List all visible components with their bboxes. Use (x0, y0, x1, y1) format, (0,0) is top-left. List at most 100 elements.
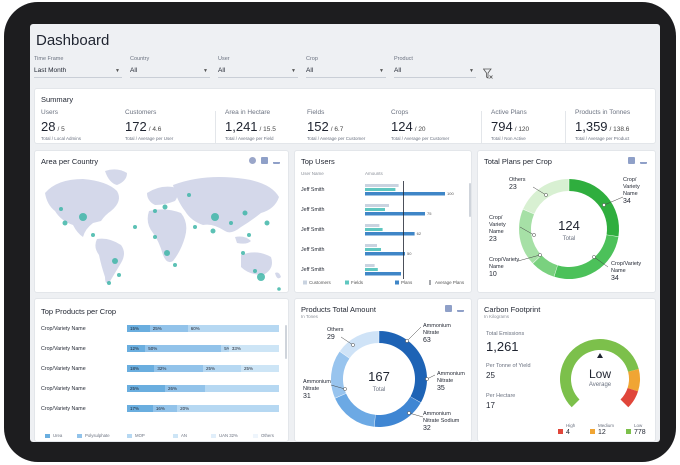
fields-bar[interactable] (365, 188, 396, 191)
fields-bar[interactable] (365, 228, 383, 231)
map-dot[interactable] (79, 213, 87, 221)
filter-user[interactable]: User All ▼ (218, 56, 298, 78)
map-dot[interactable] (164, 250, 170, 256)
map-view-icon[interactable] (249, 157, 256, 164)
filter-country[interactable]: Country All ▼ (130, 56, 210, 78)
map-dot[interactable] (247, 233, 251, 237)
plans-bar[interactable] (365, 212, 425, 216)
map-dot[interactable] (62, 220, 68, 226)
product-bar-segment[interactable]: 17% (127, 405, 153, 412)
plans-slice[interactable] (519, 209, 542, 264)
plans-bar[interactable] (365, 252, 405, 256)
country-select[interactable]: All ▼ (130, 64, 210, 78)
map-dot[interactable] (162, 204, 168, 210)
map-dot[interactable] (117, 273, 121, 277)
map-dot[interactable] (241, 251, 245, 255)
products-center-label: Total (373, 387, 386, 393)
map-dot[interactable] (153, 209, 157, 213)
plans-slice[interactable] (532, 255, 558, 277)
product-bar-segment[interactable]: 50% (145, 345, 222, 352)
gauge-high-arc (620, 387, 639, 408)
product-select[interactable]: All ▼ (394, 64, 476, 78)
annotation-value: 29 (327, 334, 335, 341)
product-bar-segment[interactable]: 15% (127, 325, 150, 332)
product-bar-segment[interactable]: 18% (127, 365, 155, 372)
map-dot[interactable] (107, 281, 111, 285)
table-view-icon[interactable] (261, 157, 268, 164)
crop-select[interactable]: All ▼ (306, 64, 386, 78)
product-bar-segment[interactable]: 16% (152, 405, 178, 412)
product-bar-segment[interactable]: 60% (187, 325, 279, 332)
plans-bar[interactable] (365, 272, 401, 276)
map-dot[interactable] (210, 228, 216, 234)
top-users-title: Top Users (301, 157, 335, 166)
map-dot[interactable] (59, 207, 63, 211)
products-slice[interactable] (379, 331, 427, 403)
product-bar-segment[interactable]: 25% (241, 365, 279, 372)
products-slice[interactable] (335, 393, 376, 427)
customers-bar[interactable] (365, 184, 399, 187)
user-select[interactable]: All ▼ (218, 64, 298, 78)
total-emissions-value: 1,261 (486, 339, 519, 354)
product-bar-segment[interactable]: 20% (177, 405, 279, 412)
map-dot[interactable] (264, 220, 270, 226)
summary-number: 1,359 (575, 119, 608, 134)
annotation-value: 35 (437, 385, 445, 392)
summary-suffix: / 5 (57, 126, 65, 133)
bar-chart-icon[interactable] (457, 305, 464, 312)
map-dot[interactable] (153, 235, 157, 239)
products-slice[interactable] (339, 331, 379, 359)
map-dot[interactable] (173, 263, 177, 267)
time-frame-select[interactable]: Last Month ▼ (34, 64, 122, 78)
summary-footer: Total / Average per Field (225, 136, 274, 141)
products-slice[interactable] (331, 351, 350, 399)
product-bar-segment[interactable]: 33% (228, 345, 279, 352)
map-dot[interactable] (257, 273, 265, 281)
bar-chart-icon[interactable] (640, 157, 647, 164)
fields-bar[interactable] (365, 268, 378, 271)
product-bar-segment[interactable]: 32% (154, 365, 203, 372)
plans-bar[interactable] (365, 232, 415, 236)
plans-bar[interactable] (365, 192, 445, 196)
product-bar-segment[interactable]: 25% (203, 365, 241, 372)
product-bar-segment[interactable]: 25% (149, 325, 188, 332)
filter-crop[interactable]: Crop All ▼ (306, 56, 386, 78)
products-slice[interactable] (374, 396, 421, 427)
filter-product[interactable]: Product All ▼ (394, 56, 476, 78)
scrollbar[interactable] (469, 183, 471, 217)
summary-suffix: / 138.6 (609, 126, 630, 133)
map-dot[interactable] (277, 287, 281, 291)
map-dot[interactable] (253, 269, 257, 273)
map-dot[interactable] (242, 210, 248, 216)
plans-slice[interactable] (569, 179, 619, 237)
map-dot[interactable] (91, 233, 95, 237)
customers-bar[interactable] (365, 224, 380, 227)
product-bar-segment[interactable]: 25% (127, 385, 165, 392)
product-bar-segment[interactable]: 5% (221, 345, 231, 352)
product-bar-segment[interactable] (204, 385, 279, 392)
map-dot[interactable] (193, 225, 197, 229)
user-name: Jeff Smith (301, 247, 325, 253)
customers-bar[interactable] (365, 264, 375, 267)
map-dot[interactable] (133, 225, 137, 229)
bar-chart-icon[interactable] (273, 157, 280, 164)
customers-bar[interactable] (365, 244, 377, 247)
product-bar-segment[interactable]: 12% (127, 345, 146, 352)
legend-item: Polysulphate (77, 433, 110, 438)
map-dot[interactable] (211, 213, 219, 221)
map-dot[interactable] (187, 193, 191, 197)
map-dot[interactable] (229, 221, 233, 225)
fields-bar[interactable] (365, 208, 385, 211)
product-bar-segment[interactable]: 26% (165, 385, 205, 392)
fields-bar[interactable] (365, 248, 381, 251)
table-view-icon[interactable] (445, 305, 452, 312)
clear-filter-icon[interactable] (483, 68, 493, 80)
customers-bar[interactable] (365, 204, 389, 207)
plans-slice[interactable] (554, 234, 619, 279)
chevron-down-icon: ▼ (115, 68, 120, 74)
scrollbar[interactable] (285, 325, 287, 359)
summary-suffix: / 15.5 (259, 126, 276, 133)
map-dot[interactable] (112, 258, 118, 264)
table-view-icon[interactable] (628, 157, 635, 164)
filter-time-frame[interactable]: Time Frame Last Month ▼ (34, 56, 122, 78)
